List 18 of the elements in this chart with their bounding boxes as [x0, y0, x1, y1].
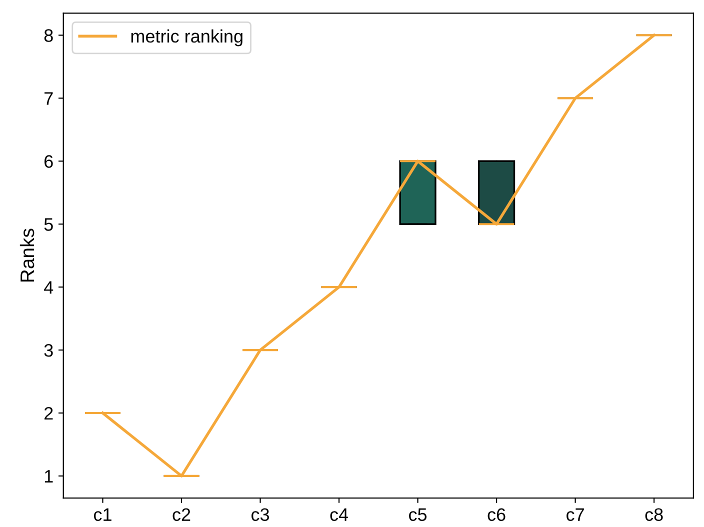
x-tick-label: c2	[172, 508, 190, 521]
x-tick-label: c7	[566, 508, 584, 521]
x-tick-label: c4	[330, 508, 348, 521]
y-tick-label: 8	[44, 29, 53, 42]
y-tick-label: 5	[44, 218, 53, 231]
legend-label: metric ranking	[131, 29, 242, 46]
x-tick-label: c5	[409, 508, 427, 521]
x-tick-label: c8	[645, 508, 663, 521]
x-tick-label: c1	[94, 508, 112, 521]
x-tick-label: c3	[251, 508, 269, 521]
y-tick-label: 4	[44, 281, 54, 294]
y-tick-label: 1	[44, 470, 53, 483]
x-tick-label: c6	[488, 508, 506, 521]
y-tick-label: 6	[44, 155, 53, 168]
y-tick-label: 2	[44, 406, 53, 420]
y-axis-title: Ranks	[20, 228, 34, 282]
y-tick-label: 3	[44, 344, 53, 357]
y-tick-label: 7	[44, 92, 53, 105]
